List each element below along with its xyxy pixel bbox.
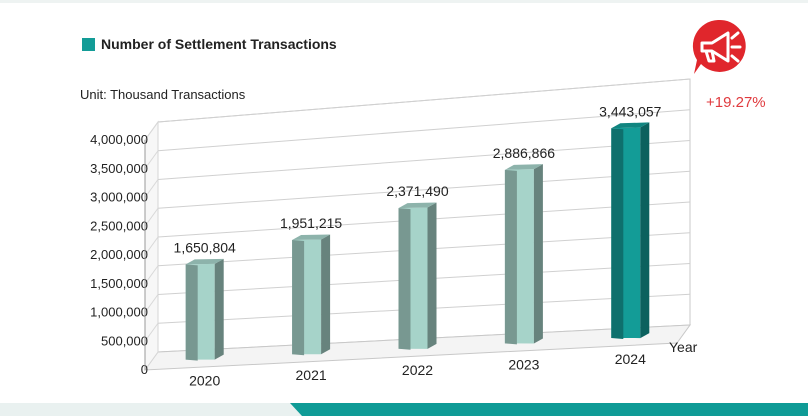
gridline-side [144,265,159,285]
bar-value-label: 1,951,215 [280,215,342,231]
bar-shadow [611,128,624,339]
chart-legend: Number of Settlement Transactions [82,36,337,52]
gridline-side [144,121,159,141]
y-tick-label: 3,000,000 [90,190,148,205]
bar-side [321,234,331,355]
y-tick-label: 1,500,000 [90,276,148,291]
y-axis: 0 500,000 1,000,000 1,500,000 2,000,000 2,500… [90,132,148,377]
x-tick-label: 2020 [189,373,220,389]
gridline-side [144,207,159,227]
bar-shadow [185,264,198,361]
y-tick-label: 4,000,000 [90,132,148,147]
x-tick-label: 2023 [508,356,539,372]
legend-swatch [82,37,95,51]
gridline [157,140,691,180]
y-tick-label: 2,500,000 [90,218,148,233]
bar-value-label: 2,886,866 [493,145,555,161]
bar [611,122,650,339]
x-axis-title: Year [669,339,698,355]
gridline-side [144,236,159,256]
gridline [157,170,691,209]
bar-shadow [504,169,517,345]
y-tick-label: 0 [141,362,148,377]
growth-rate: +19.27% [706,94,766,111]
bar-value-label: 1,650,804 [174,239,236,255]
gridline [157,78,691,123]
bar-side [214,258,224,360]
bar-side [640,122,650,339]
unit-label: Unit: Thousand Transactions [80,87,246,102]
megaphone-icon [692,19,746,74]
legend-label: Number of Settlement Transactions [101,36,337,52]
bar-top [504,164,543,170]
bar [398,202,437,350]
bar [292,234,331,356]
bar-top [611,122,650,129]
gridline-side [144,150,159,170]
bottom-accent [290,403,808,416]
y-tick-label: 3,500,000 [90,161,148,176]
bar-top [398,202,437,209]
bar-shadow [292,240,305,356]
bars [185,122,650,361]
bar-side [427,202,437,349]
gridline-side [144,294,159,313]
labels: 1,650,804 2020 1,951,215 2021 2,371,490 2022 2… [174,103,662,388]
bar-top [292,234,331,241]
y-tick-label: 1,000,000 [90,305,148,320]
bar-top [185,258,224,265]
gridline-side [144,322,159,342]
gridline-side [144,179,159,198]
y-tick-label: 500,000 [101,333,148,348]
bar-shadow [398,208,411,350]
bar-side [533,164,543,344]
y-tick-label: 2,000,000 [90,247,148,262]
x-tick-label: 2024 [615,351,646,367]
bar [504,164,543,345]
x-tick-label: 2021 [296,367,327,383]
gridline [157,109,691,152]
bar-value-label: 3,443,057 [599,103,661,119]
bar-value-label: 2,371,490 [386,183,448,199]
x-tick-label: 2022 [402,362,433,378]
top-divider [0,0,808,3]
bar [185,258,224,361]
